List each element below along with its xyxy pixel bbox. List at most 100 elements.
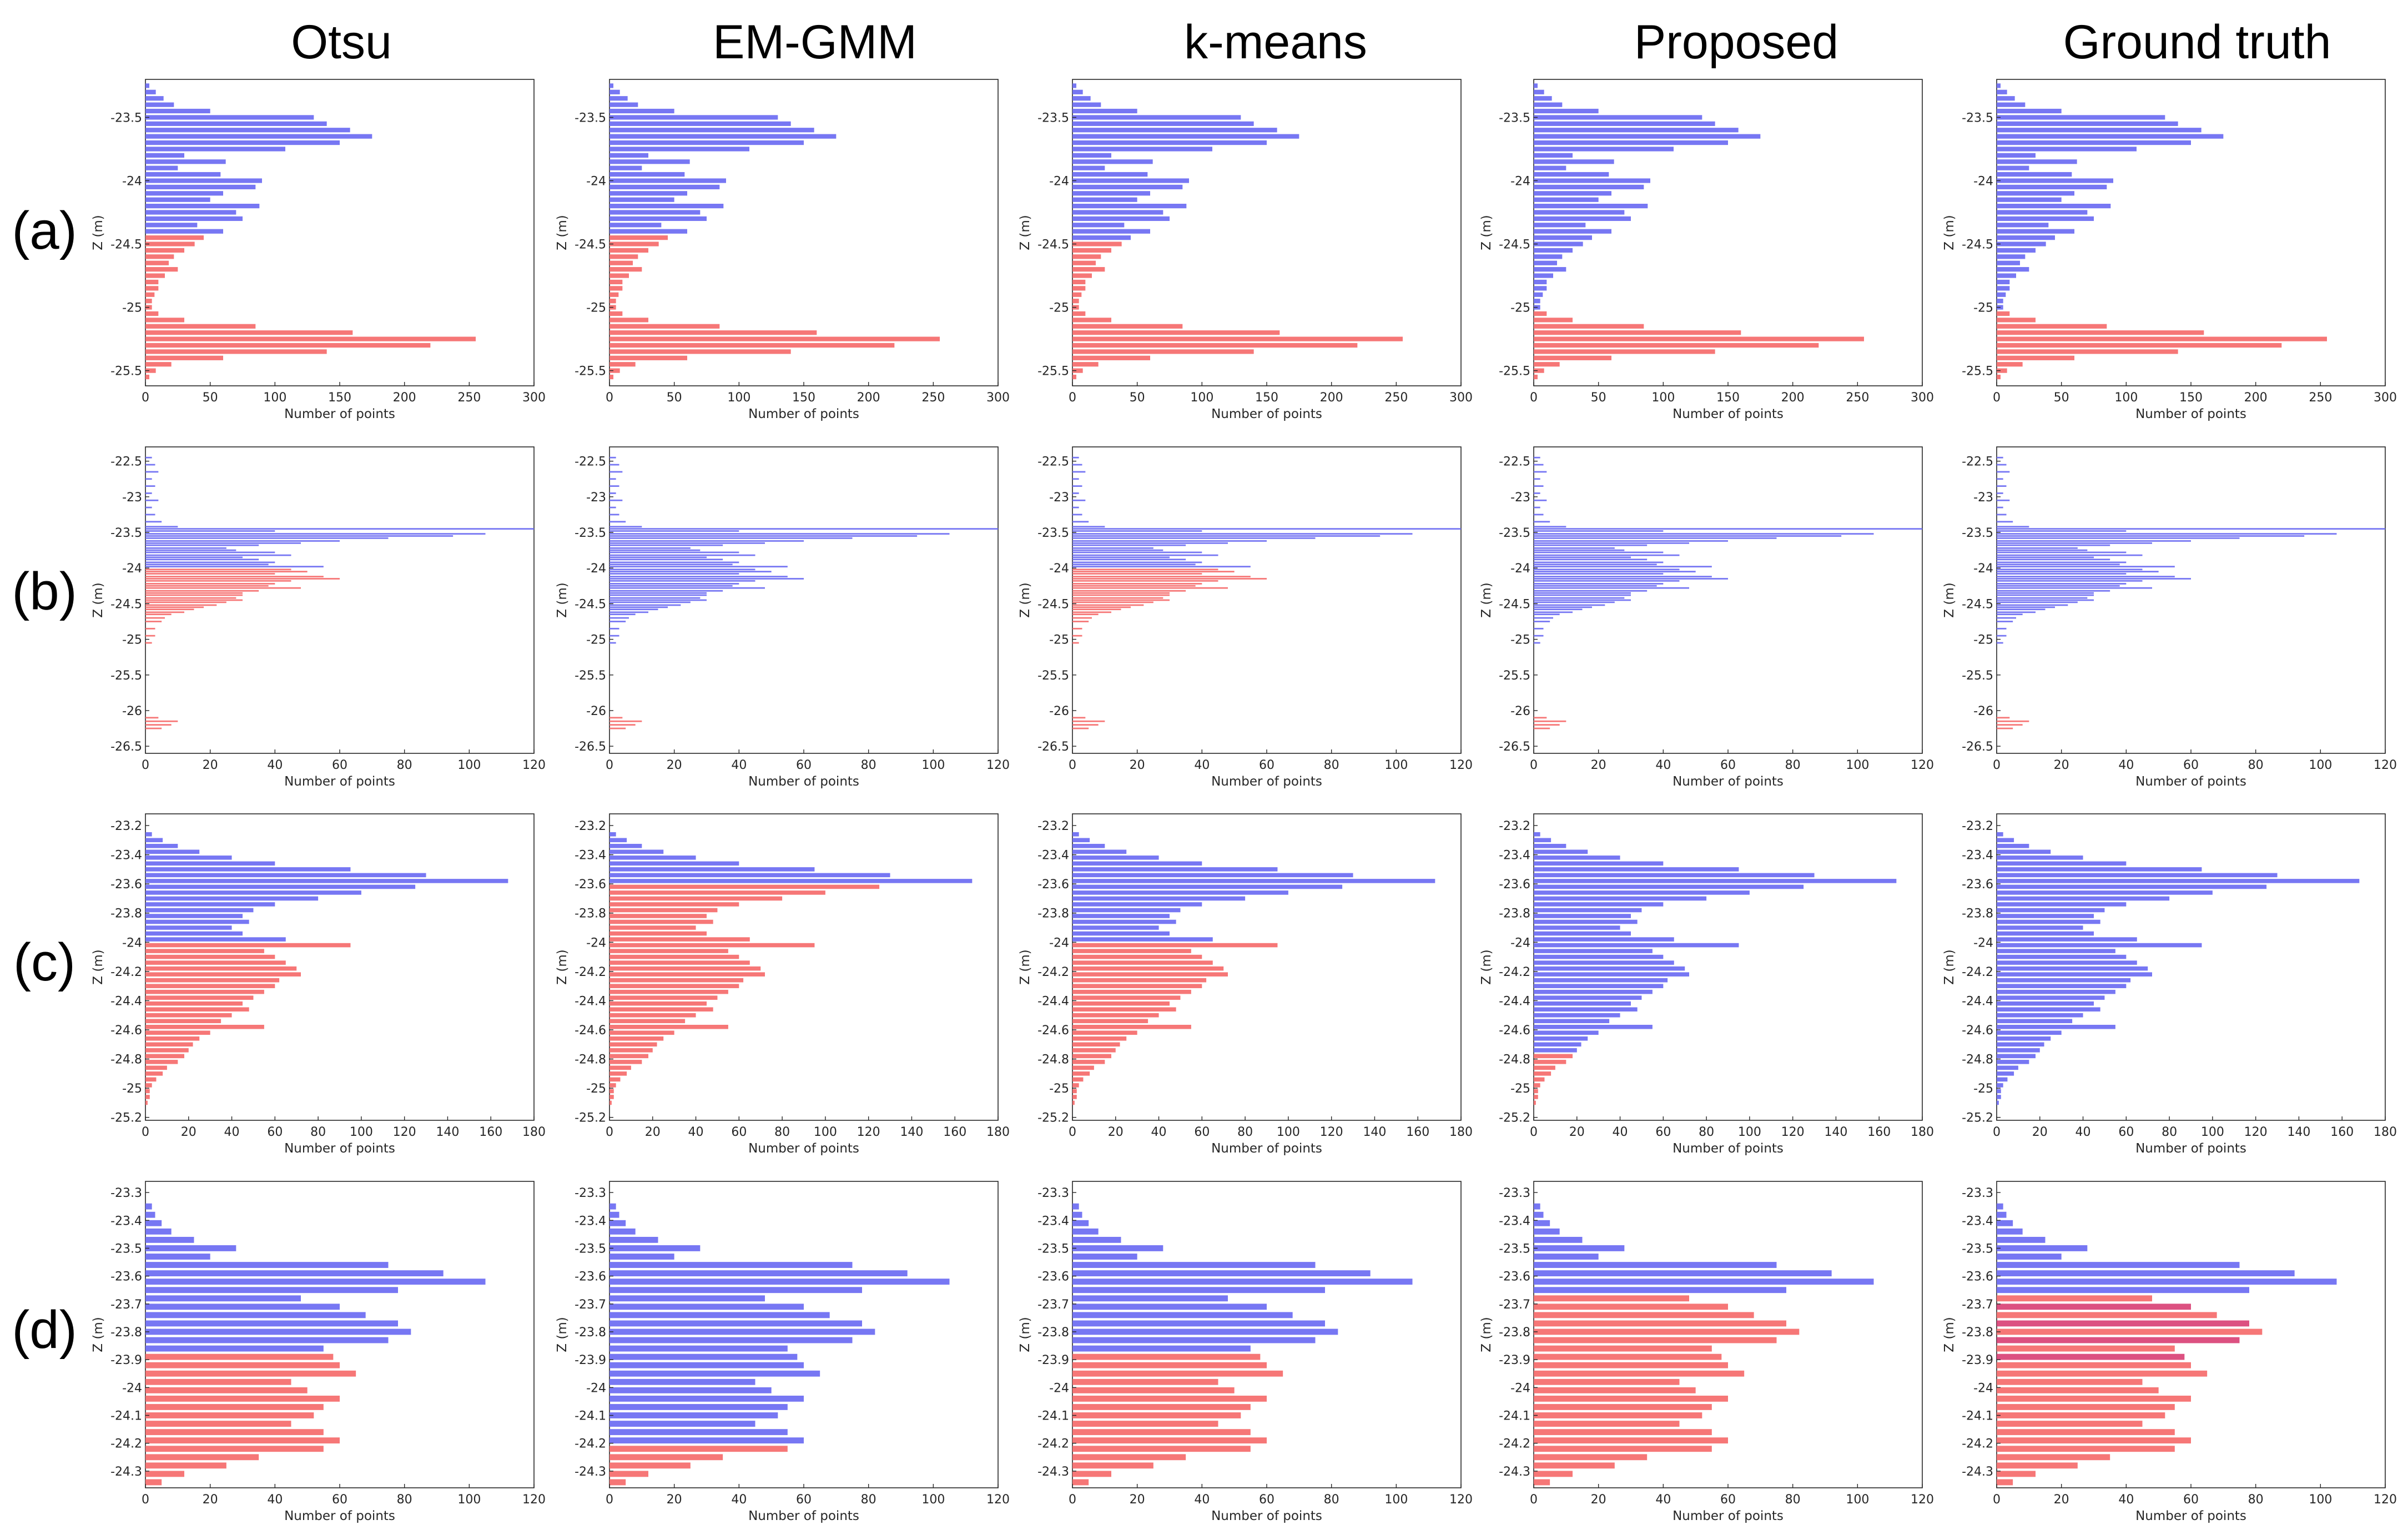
histogram-bar <box>1997 849 2051 854</box>
histogram-bar <box>1997 506 2003 509</box>
histogram-bar <box>1072 1471 1111 1477</box>
x-tick-label: 60 <box>332 1493 347 1507</box>
histogram-bar <box>1997 279 2010 285</box>
y-tick-label: -24 <box>1973 562 1993 576</box>
histogram-bar <box>1997 1228 2023 1235</box>
histogram-bar <box>1072 949 1191 953</box>
histogram-bar <box>609 573 739 575</box>
x-tick-label: 120 <box>393 1125 416 1139</box>
histogram-bar <box>609 172 685 177</box>
histogram-bar <box>1534 1042 1581 1047</box>
x-tick-label: 140 <box>900 1125 923 1139</box>
x-tick-label: 120 <box>1449 758 1473 772</box>
histogram-bar <box>1997 943 2202 948</box>
histogram-bar <box>1997 542 2152 544</box>
y-tick-label: -24.2 <box>575 965 606 979</box>
y-tick-label: -23.4 <box>1037 1214 1069 1228</box>
y-tick-label: -24 <box>1973 936 1993 950</box>
histogram-bar <box>1534 554 1680 556</box>
histogram-bar <box>1534 549 1625 551</box>
histogram-bar <box>1534 1370 1745 1377</box>
y-tick-label: -23.8 <box>575 1326 606 1340</box>
histogram-bar <box>1072 83 1076 88</box>
histogram-bar <box>1072 867 1278 872</box>
x-tick-label: 120 <box>1320 1125 1343 1139</box>
y-tick-label: -23.5 <box>1962 1242 1993 1256</box>
histogram-bar <box>1997 1404 2175 1410</box>
x-tick-label: 80 <box>774 1125 790 1139</box>
histogram-bar <box>1997 1312 2217 1318</box>
histogram-bar <box>1072 590 1186 592</box>
x-tick-label: 0 <box>142 391 149 405</box>
histogram-bar <box>1997 172 2072 177</box>
histogram-bar <box>1072 621 1089 622</box>
x-axis-label: Number of points <box>1672 407 1784 421</box>
y-tick-label: -23.9 <box>1499 1353 1530 1367</box>
x-tick-label: 200 <box>1320 391 1343 405</box>
histogram-bar <box>145 528 534 530</box>
histogram-bar <box>1072 576 1251 578</box>
histogram-bar <box>1072 1100 1075 1105</box>
row-label: (b) <box>12 562 77 621</box>
y-tick-label: -23.9 <box>1037 1353 1069 1367</box>
histogram-panel: 0 20 40 60 80 100 120 -22.5 -23 -23.5 -24 -24.5 -25 -… <box>1942 446 2397 789</box>
histogram-bar <box>145 844 178 848</box>
histogram-bar <box>145 925 232 930</box>
histogram-bar <box>1534 456 1540 459</box>
histogram-bar <box>1997 210 2088 215</box>
histogram-bar <box>1534 1236 1583 1243</box>
histogram-bar <box>1997 1024 2115 1029</box>
x-tick-label: 60 <box>1655 1125 1671 1139</box>
histogram-bar <box>1534 592 1631 594</box>
x-tick-label: 100 <box>814 1125 837 1139</box>
histogram-bar <box>145 960 286 965</box>
histogram-bar <box>1997 547 2078 549</box>
y-tick-label: -23.7 <box>1962 1298 1993 1312</box>
histogram-bar <box>1997 184 2107 189</box>
y-axis-label: Z (m) <box>1018 582 1032 617</box>
histogram-bar <box>1997 1001 2094 1006</box>
histogram-bar <box>145 580 291 582</box>
histogram-bar <box>1072 464 1082 466</box>
row-labels: (a) (b) (c) (d) <box>12 201 77 1360</box>
histogram-bar <box>1072 587 1228 589</box>
histogram-bar <box>609 210 701 215</box>
histogram-bar <box>145 229 223 234</box>
histogram-bar <box>1997 599 2094 601</box>
histogram-bar <box>1534 1036 1588 1041</box>
histogram-bar <box>1534 727 1550 729</box>
x-tick-label: 60 <box>267 1125 283 1139</box>
histogram-bar <box>1534 492 1540 494</box>
histogram-bar <box>1534 184 1644 189</box>
histogram-bar <box>145 576 324 578</box>
histogram-bar <box>1997 1013 2083 1018</box>
histogram-bar <box>145 330 353 335</box>
histogram-bar <box>145 299 152 304</box>
histogram-bar <box>1997 229 2074 234</box>
column-title: k-means <box>1184 16 1367 69</box>
histogram-bar <box>1534 1454 1648 1461</box>
x-tick-label: 160 <box>943 1125 966 1139</box>
histogram-bar <box>609 506 616 509</box>
x-tick-label: 120 <box>2374 758 2397 772</box>
histogram-bar <box>145 832 152 837</box>
histogram-bar <box>1072 832 1079 837</box>
histogram-bar <box>609 159 690 164</box>
x-tick-label: 250 <box>2309 391 2332 405</box>
y-tick-label: -23.4 <box>1962 1214 1993 1228</box>
histogram-bar <box>1072 635 1082 637</box>
histogram-bar <box>1534 1328 1800 1335</box>
histogram-bar <box>145 197 210 202</box>
histogram-bar <box>1072 184 1183 189</box>
x-tick-label: 60 <box>731 1125 747 1139</box>
histogram-bar <box>1072 547 1153 549</box>
histogram-bar <box>609 613 636 616</box>
histogram-bar <box>1534 1320 1786 1327</box>
x-tick-label: 100 <box>1384 1493 1408 1507</box>
x-tick-label: 0 <box>1993 1125 2001 1139</box>
histogram-bar <box>609 556 707 558</box>
histogram-bar <box>145 203 260 209</box>
histogram-bar <box>1534 1065 1555 1070</box>
histogram-bar <box>1997 1471 2036 1477</box>
histogram-bar <box>1997 521 2013 523</box>
